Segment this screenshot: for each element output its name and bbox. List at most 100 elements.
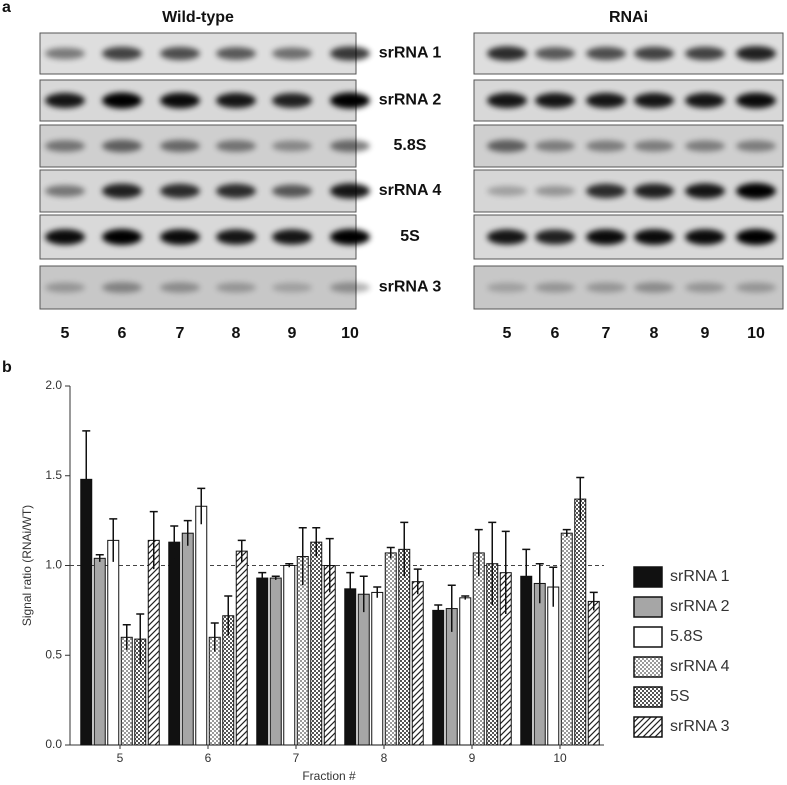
- blot-band: [272, 93, 312, 108]
- blot-band: [102, 46, 142, 61]
- error-bar: [271, 575, 280, 580]
- bar: [384, 552, 397, 746]
- error-bar: [285, 562, 294, 568]
- error-bar: [149, 510, 158, 570]
- blot-band: [330, 92, 370, 109]
- error-bar: [95, 553, 104, 562]
- blot-band: [160, 183, 200, 199]
- y-tick-label: 1.5: [45, 468, 62, 482]
- blot-band: [330, 183, 370, 199]
- error-bar: [522, 548, 531, 604]
- bar: [107, 539, 120, 746]
- bar: [195, 505, 208, 746]
- error-bar: [549, 566, 558, 607]
- chart: 0.0 0.5 1.0 1.5 2.0 5 6 7 8 9 10 Signal ratio (RNAi…: [20, 378, 730, 783]
- x-tick-label: 9: [469, 751, 476, 765]
- legend-swatch: [633, 566, 663, 588]
- blot-band: [685, 46, 725, 61]
- blot-band: [102, 183, 142, 199]
- x-tick-label: 10: [553, 751, 567, 765]
- y-tick-label: 0.5: [45, 647, 62, 661]
- blot-band: [535, 282, 575, 293]
- blot-band: [634, 46, 674, 61]
- bar: [93, 557, 106, 746]
- bar: [587, 600, 600, 746]
- legend-swatch: [633, 596, 663, 618]
- blot-band: [685, 140, 725, 152]
- bar: [533, 582, 546, 746]
- blot-band: [45, 229, 85, 245]
- legend-swatch: [633, 656, 663, 678]
- blot-band: [272, 282, 312, 293]
- row-label: srRNA 4: [379, 182, 442, 199]
- blot-band: [272, 184, 312, 198]
- blot-band: [685, 92, 725, 109]
- lane-label: 9: [288, 325, 297, 342]
- error-bar: [359, 575, 368, 613]
- error-bar: [373, 586, 382, 598]
- row-label: srRNA 3: [379, 279, 442, 296]
- error-bar: [589, 591, 598, 611]
- blot-band: [736, 282, 776, 293]
- bar: [371, 591, 384, 746]
- blot-band: [102, 229, 142, 245]
- error-bar: [474, 528, 483, 577]
- bar: [256, 577, 269, 746]
- legend-label: srRNA 1: [670, 568, 730, 585]
- blot-band: [634, 282, 674, 293]
- blot-band: [487, 186, 527, 196]
- error-bar: [237, 539, 246, 562]
- blot-band: [330, 282, 370, 293]
- bar: [547, 586, 560, 746]
- blot-band: [586, 140, 626, 152]
- blot-band: [216, 229, 256, 245]
- y-tick-label: 1.0: [45, 558, 62, 572]
- error-bar: [562, 528, 571, 537]
- error-bar: [535, 562, 544, 604]
- blot-band: [216, 282, 256, 293]
- legend-label: 5.8S: [670, 628, 703, 645]
- blot-band: [685, 183, 725, 199]
- bar: [120, 636, 133, 746]
- bar: [181, 532, 194, 746]
- error-bar: [386, 546, 395, 559]
- lane-label: 5: [61, 325, 70, 342]
- bar: [208, 636, 221, 746]
- error-bar: [136, 613, 145, 665]
- lane-label: 10: [747, 325, 765, 342]
- lane-label: 7: [602, 325, 611, 342]
- blot-band: [535, 92, 575, 109]
- x-axis-label: Fraction #: [302, 769, 356, 783]
- error-bar: [197, 487, 206, 525]
- blot-band: [45, 185, 85, 197]
- panel-label: b: [2, 359, 12, 376]
- blot-band: [634, 183, 674, 199]
- error-bar: [461, 595, 470, 600]
- bar: [168, 541, 181, 746]
- x-tick-label: 8: [381, 751, 388, 765]
- error-bar: [400, 521, 409, 577]
- blot-band: [487, 139, 527, 153]
- error-bar: [488, 521, 497, 605]
- row-label: srRNA 2: [379, 92, 442, 109]
- bar: [344, 588, 357, 746]
- bar: [432, 609, 445, 746]
- blot-band: [272, 229, 312, 245]
- x-tick-label: 7: [293, 751, 300, 765]
- blot-band: [45, 47, 85, 60]
- blot-band: [535, 47, 575, 60]
- row-label: srRNA 1: [379, 45, 442, 62]
- bar: [283, 565, 296, 746]
- blot-band: [736, 183, 776, 199]
- blot-band: [736, 229, 776, 245]
- lane-label: 9: [701, 325, 710, 342]
- error-bar: [501, 530, 510, 614]
- bar: [147, 539, 160, 746]
- x-tick-label: 6: [205, 751, 212, 765]
- error-bar: [325, 537, 334, 593]
- blot-band: [216, 140, 256, 152]
- blot-band: [535, 140, 575, 152]
- row-label: 5.8S: [394, 137, 427, 154]
